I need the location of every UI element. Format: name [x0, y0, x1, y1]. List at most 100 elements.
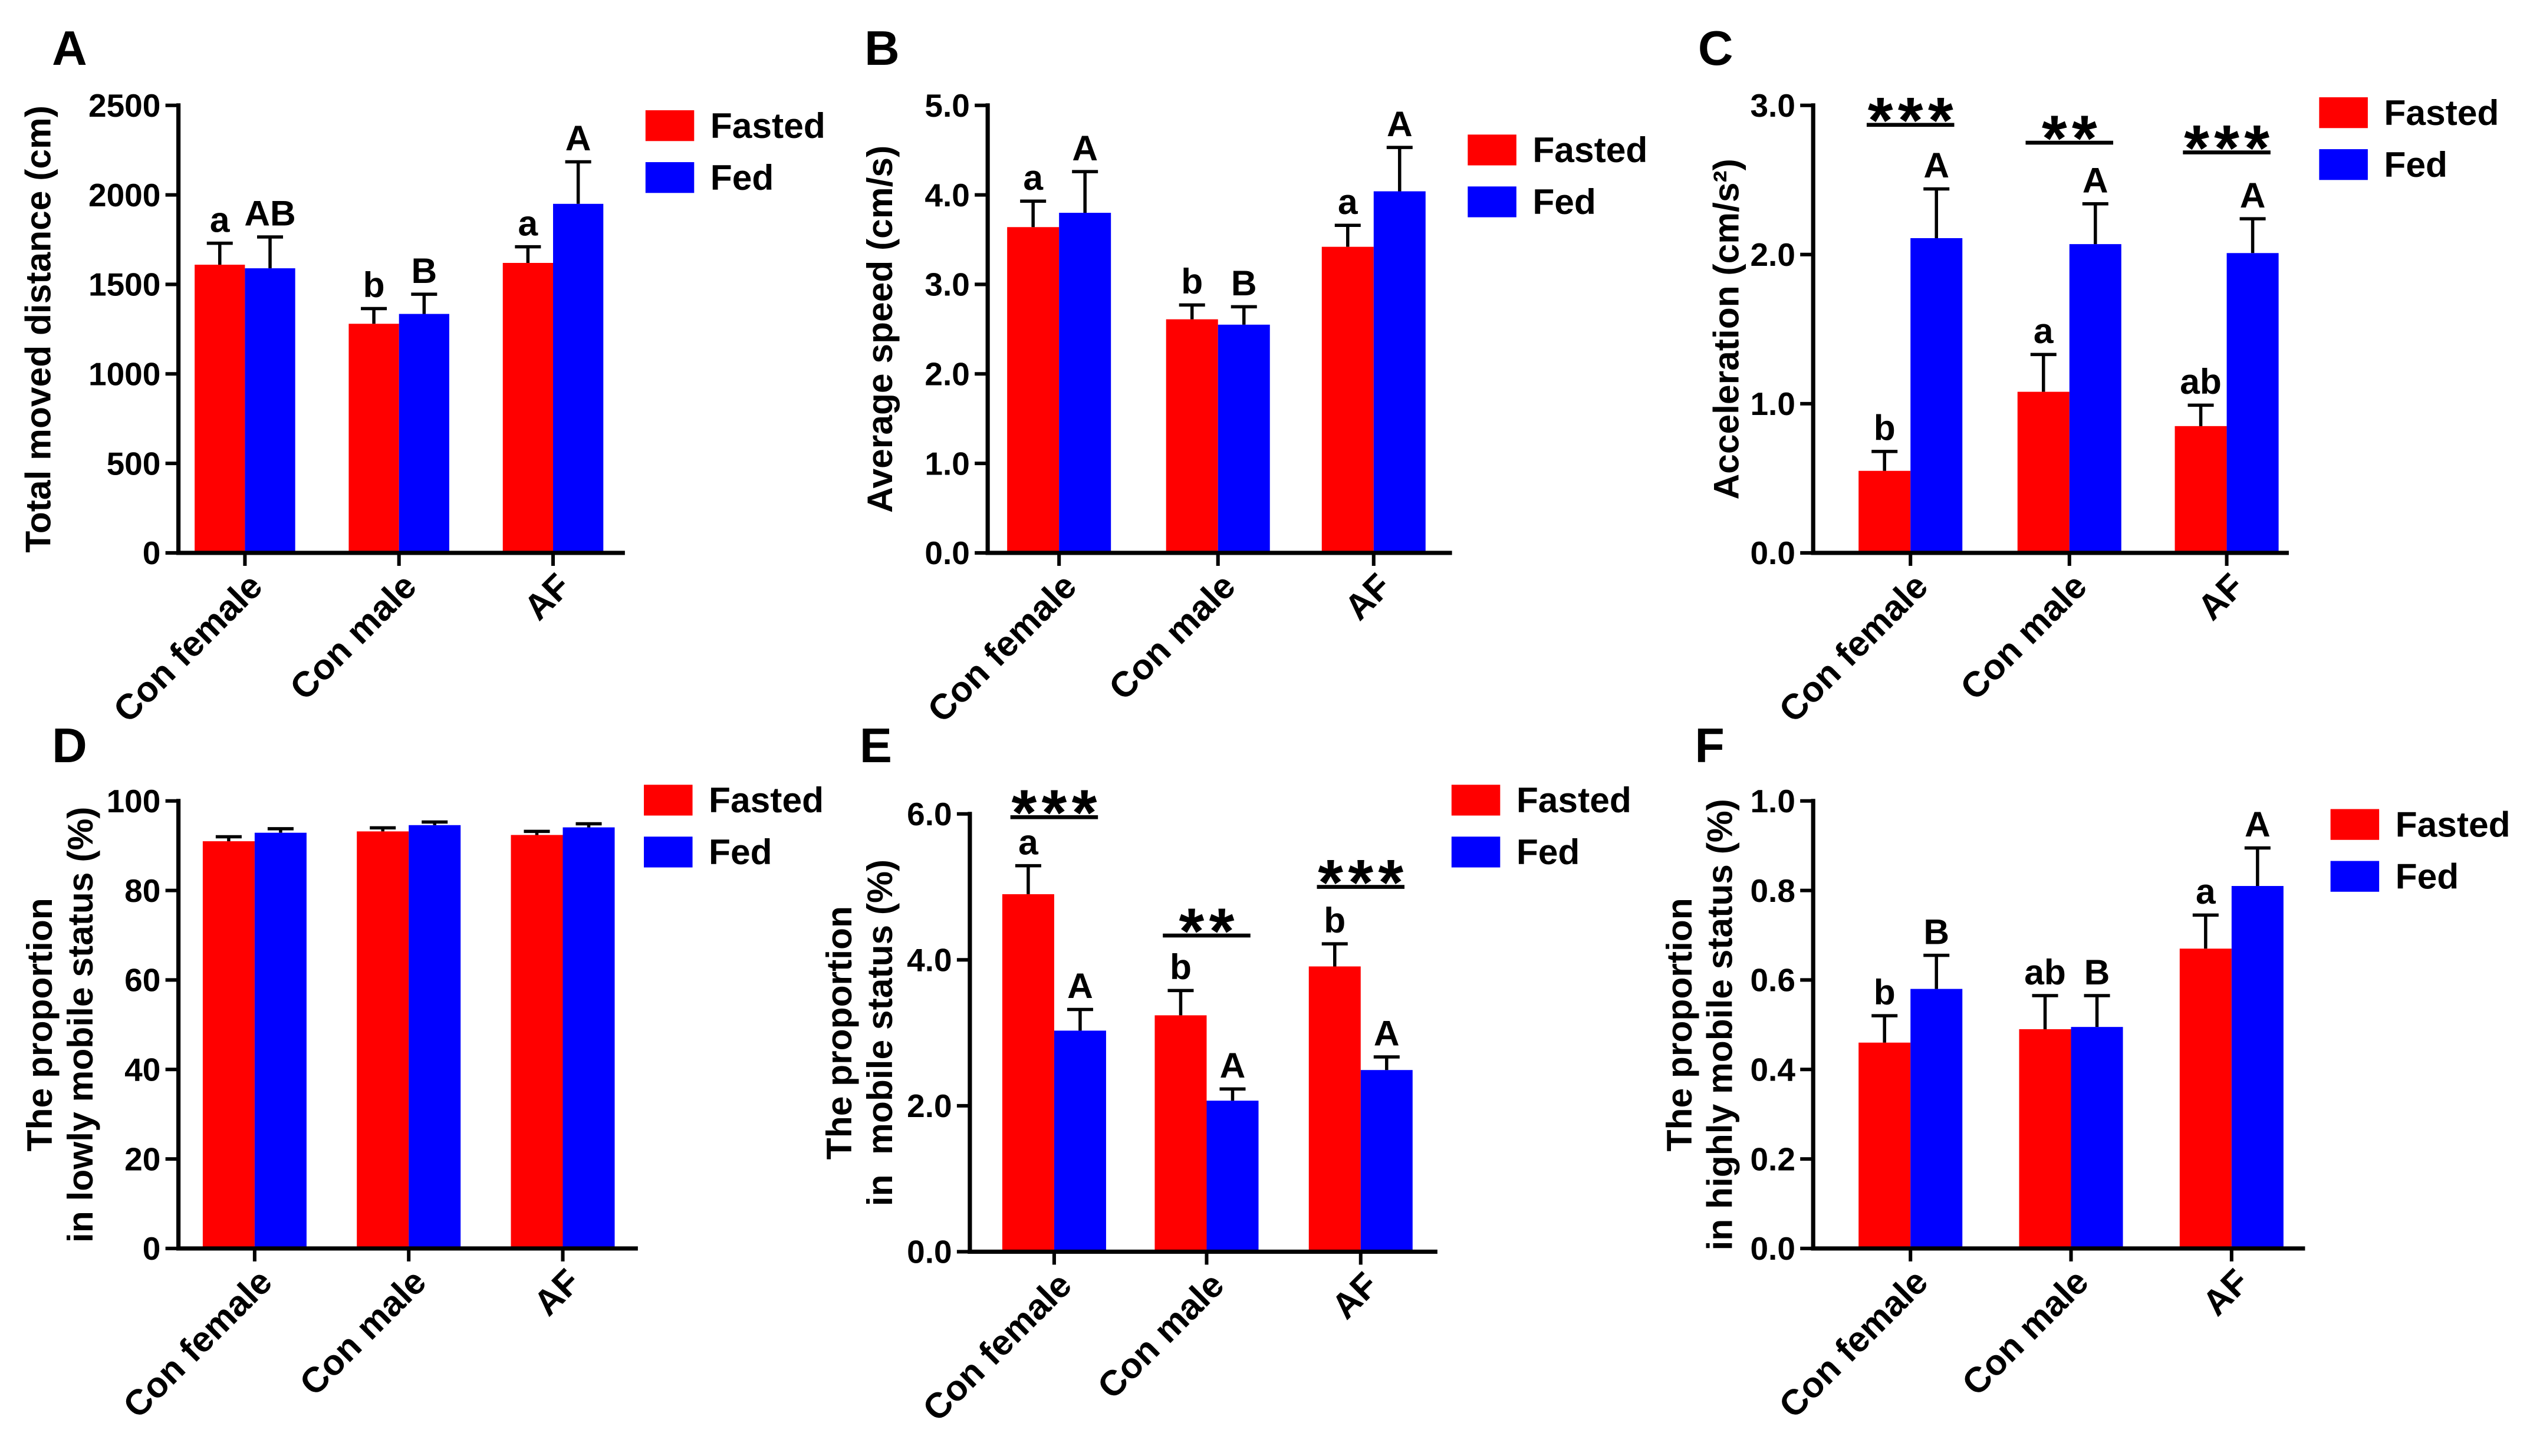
error-bar [422, 820, 448, 825]
bar-fed-con-male [399, 314, 449, 553]
group-letter: A [1387, 104, 1413, 144]
group-letter: A [1923, 145, 1949, 185]
error-bar [1072, 170, 1098, 213]
group-letter: B [1923, 911, 1949, 951]
bar-fasted-af [2179, 948, 2232, 1249]
bar-fed-con-male [2071, 1027, 2123, 1249]
bar-fasted-con-female [1858, 470, 1911, 553]
error-bar [2082, 202, 2108, 245]
y-tick-label: 500 [107, 445, 161, 482]
y-tick-label: 80 [124, 872, 160, 909]
y-axis-title: The proportion [19, 898, 60, 1151]
panel-label: B [864, 21, 900, 75]
bar-fed-con-female [1054, 1030, 1106, 1252]
y-axis-title: Total moved distance (cm) [18, 106, 58, 553]
bar-fasted-con-male [2019, 1029, 2071, 1249]
panel-label: F [1695, 719, 1724, 773]
y-tick-label: 0.0 [1750, 535, 1795, 571]
y-tick-label: 0.2 [1750, 1141, 1795, 1177]
significance-label: *** [1011, 777, 1101, 849]
bar-fasted-con-female [1002, 894, 1054, 1252]
error-bar [1219, 1087, 1246, 1101]
y-tick-label: 3.0 [1750, 87, 1795, 124]
group-letter: ab [2180, 361, 2222, 401]
group-letter: A [1374, 1013, 1400, 1053]
legend-label: Fed [2384, 144, 2447, 185]
group-letter: ab [2024, 952, 2066, 992]
y-tick-label: 1.0 [1750, 386, 1795, 422]
bar-fasted-af [511, 835, 563, 1249]
error-bar [267, 827, 294, 833]
y-axis-title: in highly mobile status (%) [1700, 799, 1740, 1250]
group-letter: a [1018, 822, 1039, 862]
error-bar [2187, 403, 2214, 426]
y-tick-label: 0.0 [1750, 1230, 1795, 1267]
legend-swatch-fed [1468, 186, 1516, 218]
legend-label: Fasted [709, 780, 824, 820]
group-letter: A [2240, 175, 2266, 215]
legend-label: Fed [2396, 856, 2459, 896]
bar-fed-af [1373, 191, 1426, 553]
bar-fed-con-female [1910, 989, 1963, 1249]
legend-swatch-fed [2330, 861, 2380, 892]
bar-fed-con-female [1910, 238, 1963, 553]
y-axis-title: in lowly mobile status (%) [60, 807, 100, 1243]
bar-fed-af [2231, 886, 2284, 1249]
group-letter: a [518, 203, 539, 243]
legend-label: Fed [1532, 182, 1596, 222]
error-bar [515, 245, 541, 263]
legend-swatch-fasted [2330, 809, 2380, 840]
y-tick-label: 1.0 [925, 445, 969, 482]
error-bar [2192, 913, 2219, 949]
group-letter: A [1072, 128, 1098, 168]
significance-label: *** [1868, 84, 1958, 157]
group-letter: B [2084, 952, 2110, 992]
legend-label: Fasted [2384, 93, 2499, 133]
bar-fed-af [562, 827, 615, 1249]
y-tick-label: 60 [124, 962, 160, 999]
bar-fed-af [2226, 253, 2279, 553]
error-bar [2030, 353, 2057, 392]
group-letter: b [1324, 900, 1345, 940]
group-letter: B [1231, 263, 1257, 303]
legend-label: Fed [710, 157, 774, 197]
group-letter: A [2245, 804, 2271, 844]
y-tick-label: 2500 [88, 87, 160, 124]
bar-fasted-af [1321, 246, 1374, 553]
legend-label: Fed [1516, 832, 1580, 872]
legend-swatch-fasted [2319, 97, 2368, 129]
bar-fed-af [1360, 1070, 1413, 1252]
y-tick-label: 1.0 [1750, 783, 1795, 819]
bar-fasted-af [1308, 966, 1361, 1252]
legend-swatch-fed [645, 162, 695, 193]
y-tick-label: 4.0 [925, 177, 969, 213]
error-bar [1321, 942, 1348, 967]
error-bar [2244, 846, 2271, 887]
error-bar [1923, 187, 1950, 239]
legend-swatch-fed [644, 836, 693, 868]
error-bar [2032, 994, 2058, 1029]
error-bar [1386, 146, 1413, 192]
y-tick-label: 2.0 [1750, 236, 1795, 273]
legend-label: Fasted [2396, 804, 2511, 844]
bar-fed-con-female [245, 268, 295, 553]
group-letter: a [1023, 157, 1044, 197]
bar-fasted-con-male [1154, 1015, 1207, 1252]
group-letter: AB [244, 193, 295, 233]
error-bar [1015, 864, 1041, 894]
y-tick-label: 0 [143, 1230, 161, 1267]
error-bar [1334, 223, 1361, 247]
y-tick-label: 0.4 [1750, 1052, 1795, 1088]
significance-label: ** [1179, 895, 1239, 967]
bar-fed-con-male [409, 825, 461, 1249]
error-bar [575, 822, 602, 828]
bar-fed-af [553, 203, 604, 553]
y-axis-title: in mobile status (%) [860, 859, 900, 1206]
y-tick-label: 6.0 [907, 796, 952, 832]
legend-swatch-fasted [1451, 785, 1501, 816]
panel-label: A [52, 21, 87, 75]
error-bar [361, 307, 387, 324]
panel-label: D [52, 719, 87, 773]
panel-label: C [1698, 21, 1733, 75]
significance-label: ** [2042, 102, 2102, 174]
